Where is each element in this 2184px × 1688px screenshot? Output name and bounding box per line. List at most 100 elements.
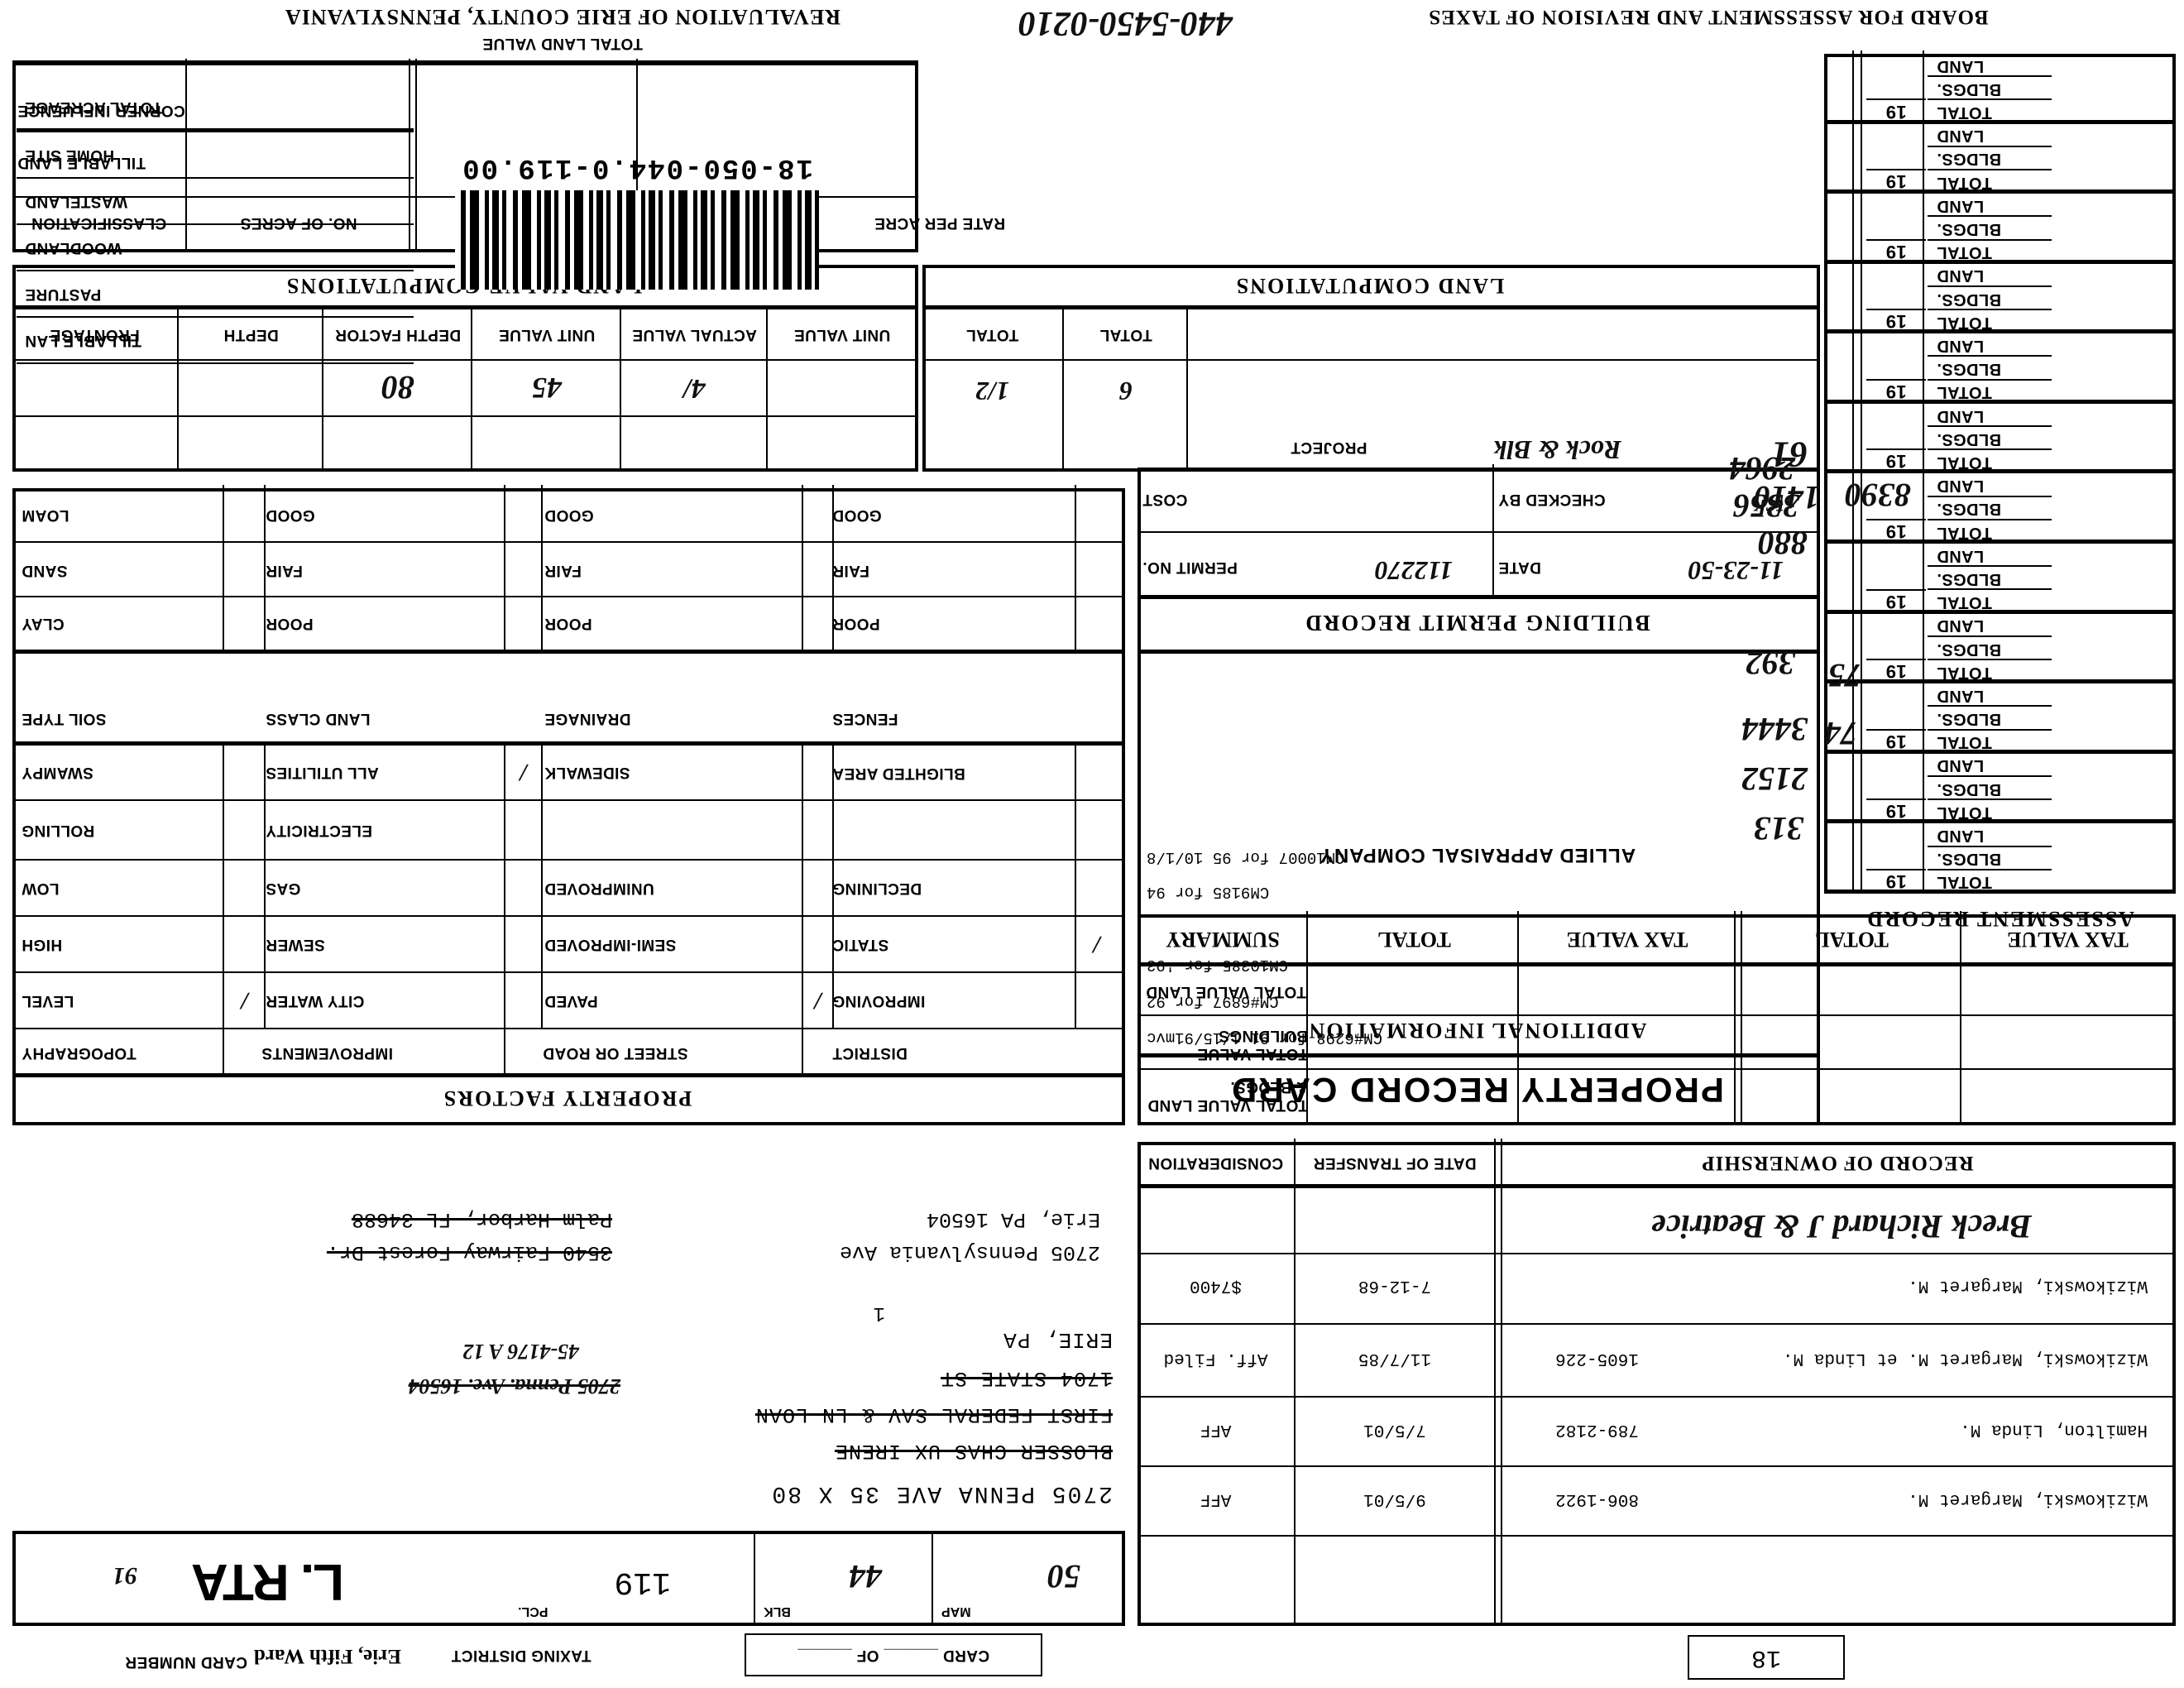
land-class-fair: FAIR	[266, 562, 303, 579]
assessment-row-label-total: TOTAL	[1937, 243, 1992, 262]
assessment-year-marker: 19	[1866, 728, 1926, 752]
assessment-row-label-bldgs: BLDGS.	[1937, 640, 2001, 659]
factor-improvements-sewer: SEWER	[266, 936, 325, 953]
struck-street-line: 1704 STATE ST	[940, 1366, 1113, 1390]
acreage-rows: TILLABLE LAN PASTURE WOODLAND WASTELAND …	[8, 83, 414, 364]
assessment-row-label-total: TOTAL	[1937, 733, 1992, 752]
assessment-year-marker: 19	[1866, 169, 1926, 193]
class-row-woodland: WOODLAND	[25, 239, 122, 257]
assessment-row-divider	[1928, 845, 2052, 847]
assess-hand-880: 880	[1758, 525, 1808, 562]
assessment-row-label-land: LAND	[1937, 546, 1985, 565]
mailing-current-line1: 2705 Pennsylvania Ave	[839, 1240, 1100, 1264]
pcl-label: PCL.	[518, 1604, 548, 1618]
assess-hand-2152: 2152	[1741, 760, 1808, 798]
ownership-row-date-2: 11/7/85	[1358, 1349, 1432, 1369]
ownership-row-owner-4: Wizikowski, Margaret M.	[1908, 1489, 2148, 1509]
soil-loam: LOAM	[22, 506, 69, 524]
blk-label: BLK	[764, 1604, 791, 1618]
assessment-row-divider	[1928, 425, 2052, 428]
assessment-row-divider	[1928, 728, 2052, 731]
assessment-row-label-land: LAND	[1937, 477, 1985, 496]
factor-street-sidewalk: SIDEWALK	[544, 764, 630, 781]
ownership-row-deed-4: 806-1922	[1555, 1489, 1639, 1509]
factor-street-paved: PAVED	[544, 992, 598, 1009]
assessment-record-title: ASSESSMENT RECORD	[1866, 907, 2134, 931]
class-row-pasture: PASTURE	[25, 285, 102, 303]
assessment-row-divider	[1928, 635, 2052, 637]
ownership-row-consideration-3: AFF	[1200, 1420, 1232, 1440]
soil-col-drainage: DRAINAGE	[544, 710, 631, 728]
comp-depth-factor-value: 80	[381, 369, 414, 407]
assessment-row-label-bldgs: BLDGS.	[1937, 220, 2001, 239]
assessment-row-label-total: TOTAL	[1937, 313, 1992, 332]
drainage-fair: FAIR	[544, 562, 582, 579]
assessment-row-divider	[1928, 75, 2052, 78]
check-topography-level: /	[241, 987, 249, 1014]
assessment-row-label-bldgs: BLDGS.	[1937, 290, 2001, 309]
assessment-row-label-land: LAND	[1937, 56, 1985, 75]
assessment-row-label-bldgs: BLDGS.	[1937, 779, 2001, 798]
assessment-row-divider	[1928, 868, 2052, 870]
assessment-row-label-land: LAND	[1937, 196, 1985, 215]
drainage-good: GOOD	[544, 506, 594, 524]
assessment-row-label-bldgs: BLDGS.	[1937, 360, 2001, 379]
assessment-row-label-bldgs: BLDGS.	[1937, 429, 2001, 448]
mailing-old-line1: 3540 Fairway Forest Dr.	[326, 1240, 612, 1264]
factor-topography-high: HIGH	[22, 936, 63, 953]
board-title: BOARD FOR ASSESSMENT AND REVISION OF TAX…	[1428, 6, 1989, 28]
assessment-row-divider	[1928, 378, 2052, 381]
comp-unit-value-value: 45	[532, 372, 562, 405]
land-class-good: GOOD	[266, 506, 315, 524]
assess-hand-8390: 8390	[1845, 477, 1911, 514]
assessment-year-marker: 19	[1866, 98, 1926, 122]
ownership-row-date-4: 9/5/01	[1363, 1489, 1426, 1509]
assessment-row-label-total: TOTAL	[1937, 103, 1992, 122]
assessment-row-divider	[1928, 309, 2052, 311]
assessment-row-divider	[1928, 238, 2052, 241]
assessment-row-label-total: TOTAL	[1937, 523, 1992, 542]
soil-col-fences: FENCES	[832, 710, 898, 728]
assessment-row-label-land: LAND	[1937, 827, 1985, 846]
assessment-row-divider	[1928, 705, 2052, 707]
assessment-year-marker: 19	[1866, 798, 1926, 822]
struck-address-note: 2705 Penna. Ave. 16504	[408, 1374, 620, 1398]
ownership-col-header: RECORD OF OWNERSHIP	[1701, 1152, 1974, 1175]
ownership-row-owner-3: Hamilton, Linda M.	[1960, 1420, 2148, 1440]
assessment-row-divider	[1928, 355, 2052, 357]
pcl-value: 119	[614, 1564, 671, 1599]
factor-district-declining: DECLINING	[832, 880, 922, 897]
assessment-row-label-total: TOTAL	[1937, 173, 1992, 192]
property-factors-panel: PROPERTY FACTORS TOPOGRAPHY IMPROVEMENTS…	[12, 650, 1125, 1125]
property-address: 2705 PENNA AVE 35 X 80	[770, 1480, 1113, 1506]
assessment-row-label-bldgs: BLDGS.	[1937, 710, 2001, 729]
factors-col-district: DISTRICT	[832, 1044, 908, 1062]
consideration-col-header: CONSIDERATION	[1147, 1154, 1284, 1172]
assessment-year-blocks: 19 TOTAL BLDGS. LAND 19 TOTAL BLDGS. LAND 19 TOTA…	[1824, 54, 2176, 894]
assessment-row-label-total: TOTAL	[1937, 873, 1992, 892]
assessment-row-divider	[1928, 775, 2052, 777]
factor-topography-swampy: SWAMPY	[22, 764, 93, 781]
map-label: MAP	[941, 1604, 971, 1618]
factor-topography-rolling: ROLLING	[22, 822, 95, 839]
building-permit-title: BUILDING PERMIT RECORD	[1304, 611, 1650, 636]
assessment-year-marker: 19	[1866, 238, 1926, 262]
assessment-row-label-bldgs: BLDGS.	[1937, 500, 2001, 519]
ownership-row-consideration-4: AFF	[1200, 1489, 1232, 1509]
assessment-row-label-land: LAND	[1937, 616, 1985, 635]
assessment-row-label-bldgs: BLDGS.	[1937, 850, 2001, 869]
card-number-label: CARD NUMBER	[125, 1653, 247, 1671]
assessment-row-divider	[1928, 285, 2052, 287]
assessment-row-label-land: LAND	[1937, 336, 1985, 355]
ownership-row-date-1: 7-12-68	[1358, 1276, 1432, 1296]
map-value: 50	[1047, 1558, 1080, 1595]
alrta-logo: L. RTA 91	[113, 1553, 344, 1610]
assessment-year-marker: 19	[1866, 309, 1926, 333]
assessment-row-label-total: TOTAL	[1937, 453, 1992, 472]
drainage-poor: POOR	[544, 615, 592, 632]
assessment-year-marker: 19	[1866, 659, 1926, 683]
factors-col-street: STREET OR ROAD	[543, 1044, 688, 1062]
assessment-row-label-land: LAND	[1937, 127, 1985, 146]
check-street-paved: /	[814, 987, 822, 1014]
